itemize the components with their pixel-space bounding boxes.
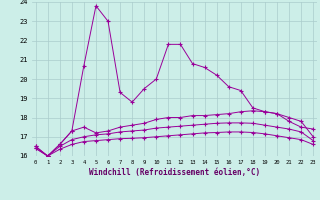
X-axis label: Windchill (Refroidissement éolien,°C): Windchill (Refroidissement éolien,°C) bbox=[89, 168, 260, 177]
